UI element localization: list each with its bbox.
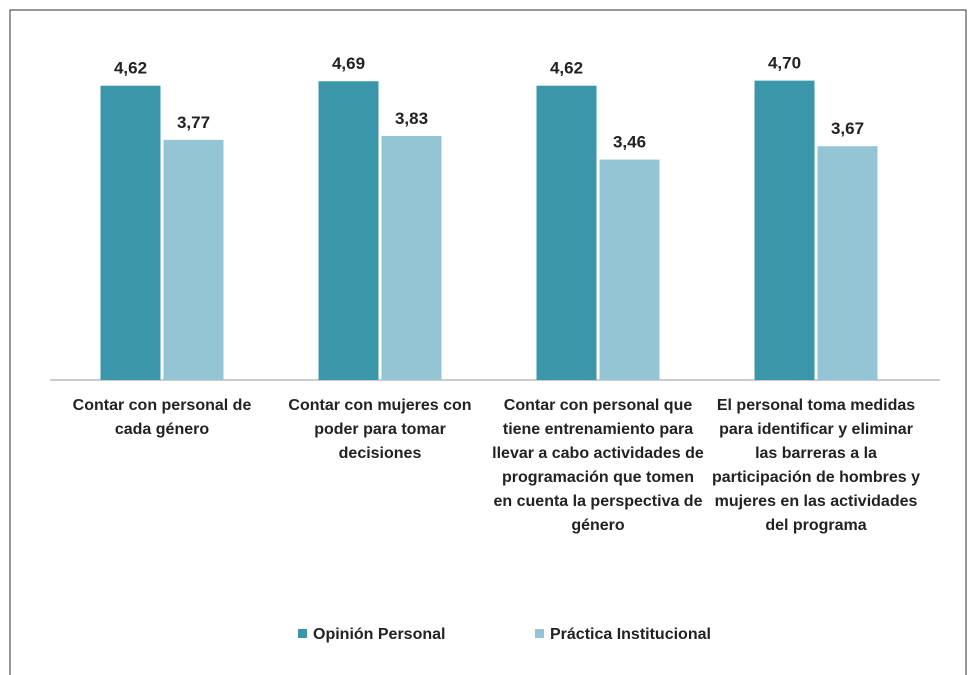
value-label: 4,62 bbox=[550, 59, 583, 78]
legend-label: Opinión Personal bbox=[313, 626, 445, 643]
bar bbox=[599, 159, 660, 380]
value-label: 3,83 bbox=[395, 109, 428, 128]
value-label: 3,46 bbox=[613, 133, 646, 152]
bar bbox=[100, 85, 161, 381]
bar bbox=[817, 146, 878, 380]
bar bbox=[536, 85, 597, 381]
bar bbox=[754, 80, 815, 381]
legend-label: Práctica Institucional bbox=[550, 626, 711, 643]
bar bbox=[381, 136, 442, 380]
value-label: 4,62 bbox=[114, 59, 147, 78]
x-tick-label: El personal toma medidas para identifica… bbox=[711, 397, 921, 534]
frame bbox=[9, 9, 967, 675]
legend-swatch bbox=[535, 629, 544, 638]
bar bbox=[318, 81, 379, 380]
value-label: 3,67 bbox=[831, 119, 864, 138]
value-label: 4,69 bbox=[332, 54, 365, 73]
value-label: 3,77 bbox=[177, 113, 210, 132]
legend-swatch bbox=[298, 629, 307, 638]
bar bbox=[163, 139, 224, 380]
x-tick-label: Contar con personal de cada género bbox=[72, 397, 252, 438]
value-label: 4,70 bbox=[768, 54, 801, 73]
x-tick-label: Contar con mujeres con poder para tomar … bbox=[288, 397, 472, 462]
x-tick-label: Contar con personal que tiene entrenamie… bbox=[492, 397, 704, 534]
